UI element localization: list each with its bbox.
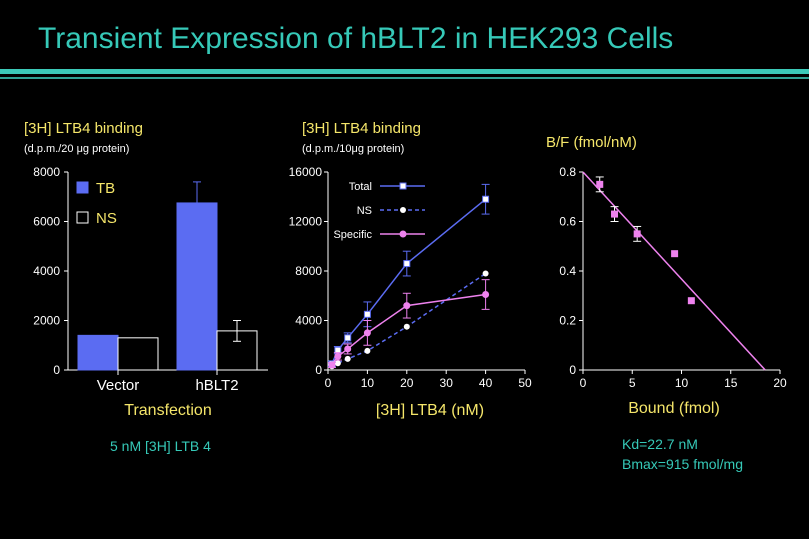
chart2-legend-label: NS — [357, 205, 372, 217]
chart2-ylabel: [3H] LTB4 binding — [302, 120, 421, 137]
chart2-legend-label: Total — [349, 181, 372, 193]
chart1-legend-label: NS — [96, 210, 117, 227]
chart2-xtick-label: 10 — [361, 376, 375, 390]
chart1-ytick-label: 2000 — [33, 314, 60, 328]
chart2-ytick-label: 8000 — [295, 264, 322, 278]
chart2-point-specific — [344, 345, 352, 353]
chart1-bar-ns — [117, 337, 159, 371]
chart2-legend-label: Specific — [333, 229, 372, 241]
chart3-point — [596, 180, 604, 188]
chart3-xtick-label: 0 — [580, 376, 587, 390]
chart2-point-ns — [482, 270, 489, 277]
left-note: 5 nM [3H] LTB 4 — [110, 438, 211, 454]
chart2-point-total — [344, 334, 352, 342]
bmax-note: Bmax=915 fmol/mg — [622, 456, 743, 472]
chart3-point — [633, 230, 641, 238]
chart3-point — [687, 297, 695, 305]
chart3-ytick-label: 0.8 — [559, 165, 576, 179]
chart3-xtick-label: 10 — [675, 376, 689, 390]
chart2-ytick-label: 0 — [315, 363, 322, 377]
chart3-ytick-label: 0 — [569, 363, 576, 377]
title-underline-thin — [0, 77, 809, 79]
chart2-legend-marker — [400, 207, 406, 213]
chart2-point-specific — [403, 302, 411, 310]
chart3-point — [671, 250, 679, 258]
chart2-point-specific — [334, 352, 342, 360]
chart2-xtick-label: 30 — [440, 376, 454, 390]
chart2-point-total — [482, 195, 490, 203]
chart3-ytick-label: 0.4 — [559, 264, 576, 278]
chart2-point-total — [403, 260, 411, 268]
chart2-xtick-label: 40 — [479, 376, 493, 390]
chart2-xtick-label: 20 — [400, 376, 414, 390]
chart1-legend-swatch — [76, 181, 89, 194]
chart2-legend-marker — [399, 230, 407, 238]
chart3-ytick-label: 0.6 — [559, 215, 576, 229]
chart2-point-ns — [334, 360, 341, 367]
chart1-ylabel-sub: (d.p.m./20 μg protein) — [24, 143, 129, 155]
chart2-line-ns — [331, 272, 487, 367]
chart2-ytick-label: 12000 — [289, 215, 323, 229]
chart1-category-label: Vector — [97, 377, 140, 394]
chart2-point-ns — [364, 347, 371, 354]
chart2-xtick-label: 50 — [518, 376, 532, 390]
chart3-xtick-label: 5 — [629, 376, 636, 390]
chart3-xtick-label: 20 — [773, 376, 787, 390]
chart1-xlabel: Transfection — [124, 402, 211, 419]
chart1-ytick-label: 6000 — [33, 215, 60, 229]
chart2-xtick-label: 0 — [325, 376, 332, 390]
chart1-ytick-label: 8000 — [33, 165, 60, 179]
chart1-legend-label: TB — [96, 180, 115, 197]
kd-note: Kd=22.7 nM — [622, 436, 698, 452]
chart3-xtick-label: 15 — [724, 376, 738, 390]
chart2-point-specific — [482, 291, 490, 299]
chart2-ylabel-sub: (d.p.m./10μg protein) — [302, 143, 404, 155]
chart2-ytick-label: 4000 — [295, 314, 322, 328]
chart2-xlabel: [3H] LTB4 (nM) — [376, 402, 484, 419]
chart2-point-total — [363, 310, 371, 318]
chart1-ytick-label: 4000 — [33, 264, 60, 278]
chart2-point-specific — [363, 329, 371, 337]
chart1-ylabel: [3H] LTB4 binding — [24, 120, 143, 137]
chart1-ytick-label: 0 — [53, 363, 60, 377]
chart1-legend-swatch — [76, 211, 89, 224]
chart3-xlabel: Bound (fmol) — [628, 400, 720, 417]
title-underline-thick — [0, 69, 809, 74]
chart1-bar-tb — [77, 334, 119, 371]
chart3-ytick-label: 0.2 — [559, 314, 576, 328]
chart2-ytick-label: 16000 — [289, 165, 323, 179]
slide-title: Transient Expression of hBLT2 in HEK293 … — [38, 22, 674, 55]
chart2-point-specific — [328, 361, 336, 369]
chart3-point — [611, 210, 619, 218]
chart1-category-label: hBLT2 — [195, 377, 238, 394]
chart2-line-total — [331, 198, 487, 365]
chart2-legend-marker — [399, 182, 407, 190]
chart3-fit-line — [582, 171, 766, 371]
chart2-point-ns — [344, 355, 351, 362]
chart3-ylabel: B/F (fmol/nM) — [546, 134, 637, 151]
chart2-point-ns — [403, 323, 410, 330]
chart1-bar-tb — [176, 202, 218, 371]
